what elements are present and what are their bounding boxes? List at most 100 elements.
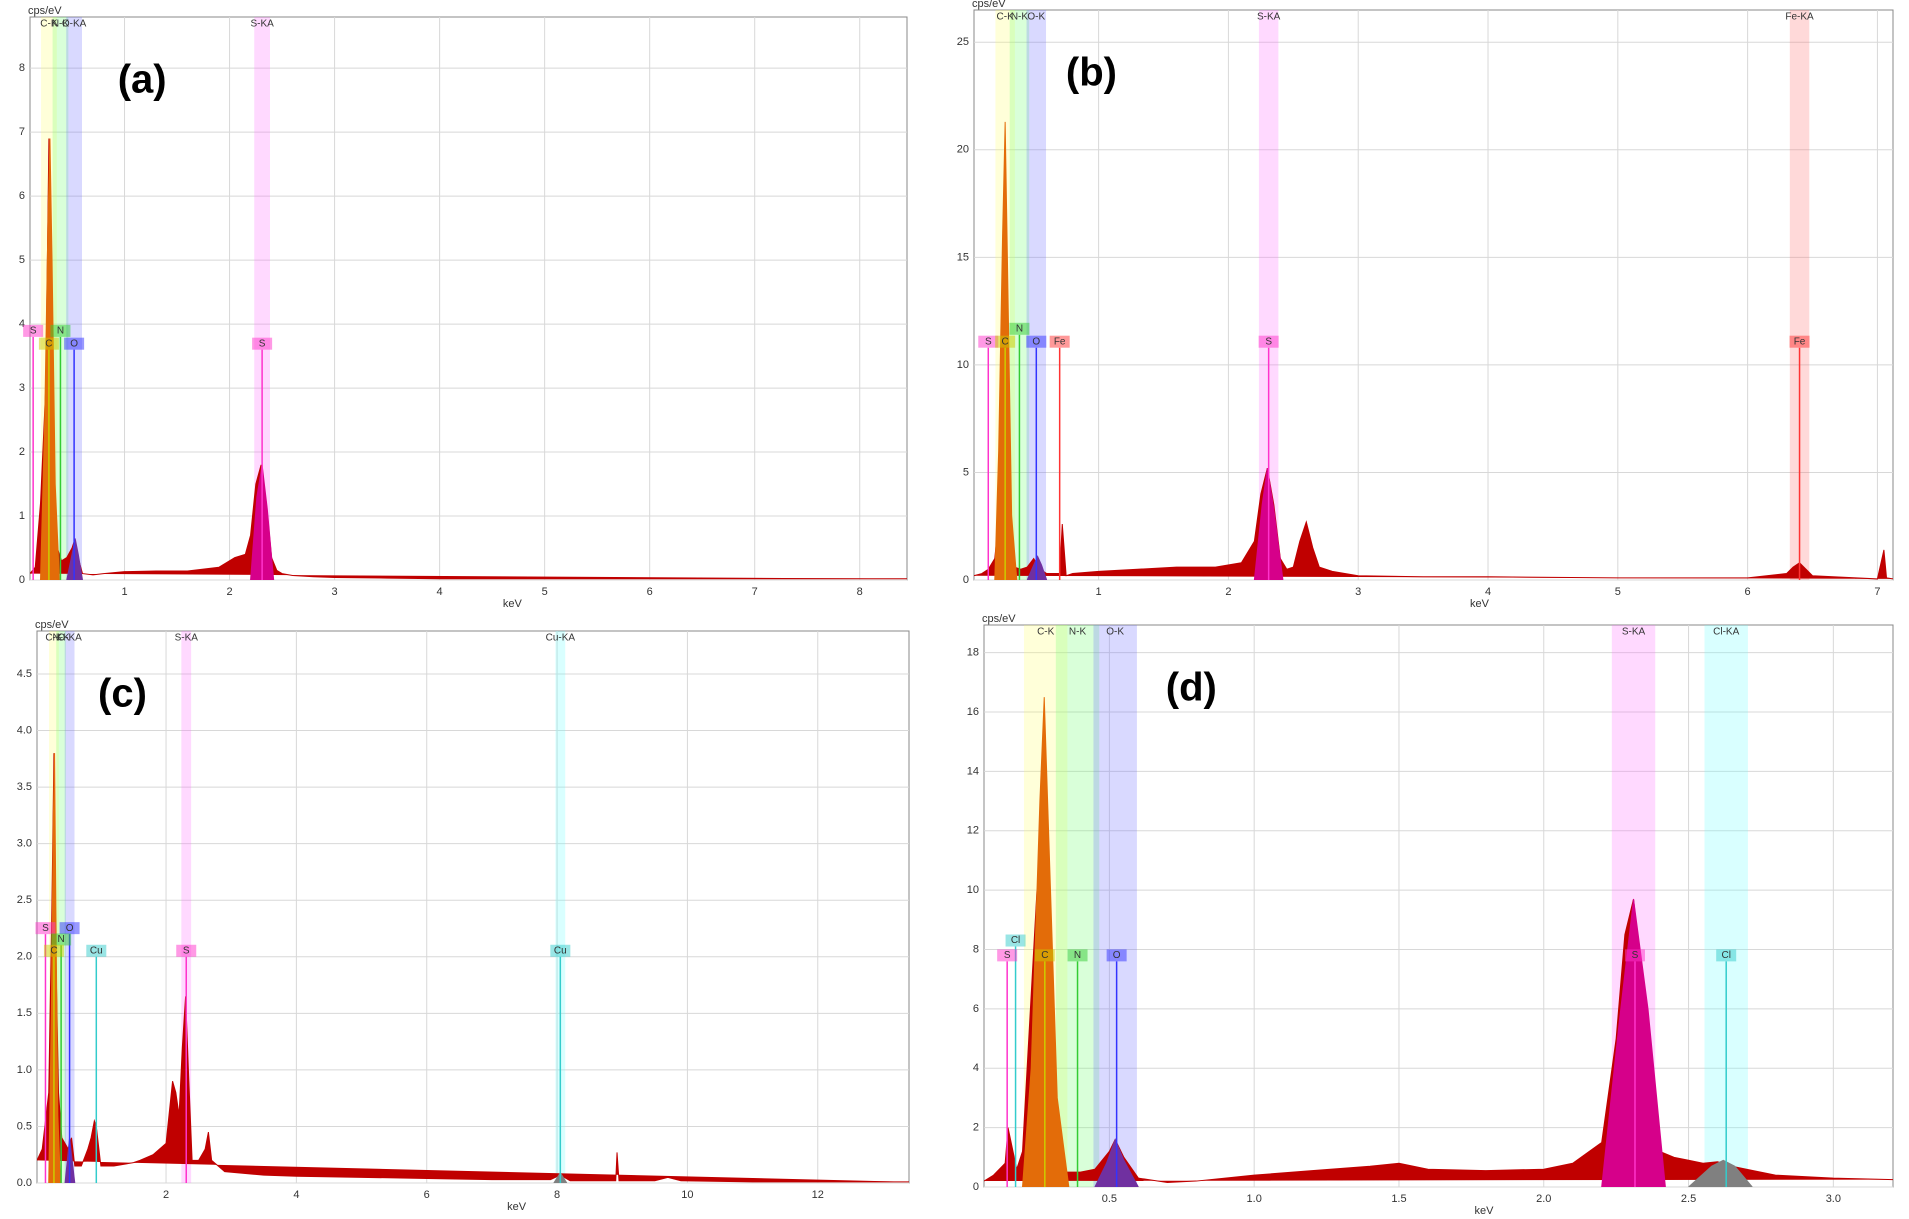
- marker-label: S: [985, 336, 992, 347]
- x-axis-label: keV: [1474, 1205, 1494, 1217]
- x-axis-label: keV: [507, 1201, 527, 1213]
- y-tick-label: 0.0: [17, 1177, 32, 1189]
- marker-box: [1067, 949, 1088, 962]
- marker-label: C: [1041, 950, 1048, 961]
- marker-box: [86, 944, 107, 957]
- marker-label: Cu: [554, 945, 567, 956]
- marker-box: [1258, 335, 1279, 348]
- marker-label: S: [1004, 950, 1011, 961]
- marker-box: [35, 922, 56, 935]
- y-tick-label: 8: [973, 943, 979, 955]
- marker-box: [1026, 335, 1047, 348]
- marker-label: C: [45, 338, 52, 349]
- y-tick-label: 16: [967, 706, 979, 718]
- band-label: S-KA: [1257, 12, 1281, 23]
- x-tick-label: 12: [812, 1189, 824, 1201]
- marker-box: [997, 949, 1018, 962]
- element-band: [1258, 10, 1279, 580]
- x-tick-label: 2: [163, 1189, 169, 1201]
- x-tick-label: 4: [437, 586, 443, 598]
- marker-box: [1034, 949, 1055, 962]
- y-axis-label: cps/eV: [982, 613, 1016, 625]
- marker-label: N: [57, 326, 64, 337]
- marker-label: Cu: [90, 945, 103, 956]
- y-tick-label: 1.0: [17, 1064, 32, 1076]
- y-axis-label: cps/eV: [35, 619, 69, 631]
- y-axis-label: cps/eV: [28, 5, 62, 17]
- marker-label: N: [1074, 950, 1081, 961]
- plot-area: [29, 16, 908, 581]
- marker-box: [978, 335, 999, 348]
- marker-box: [43, 944, 64, 957]
- x-tick-label: 4: [293, 1189, 299, 1201]
- band-label: S-KA: [1622, 627, 1646, 638]
- y-tick-label: 4: [19, 318, 25, 330]
- y-tick-label: 2: [19, 446, 25, 458]
- marker-box: [1005, 934, 1026, 947]
- marker-label: C: [1002, 336, 1009, 347]
- element-band: [66, 17, 82, 580]
- panel: 0 1 2 3 4 5 6 7 8 1 2 3 4 5 6 7 8 C-KN-KO-KA S-KA S NC O S (a) c…: [19, 5, 908, 610]
- x-tick-label: 6: [647, 586, 653, 598]
- y-axis-label: cps/eV: [972, 0, 1006, 10]
- x-axis-label: keV: [503, 598, 523, 610]
- element-band: [56, 631, 67, 1183]
- marker-box: [64, 337, 85, 350]
- y-tick-label: 4: [973, 1062, 979, 1074]
- x-tick-label: 8: [554, 1189, 560, 1201]
- plot-content: [974, 10, 1893, 580]
- y-tick-label: 6: [19, 190, 25, 202]
- band-label: O-KA: [62, 19, 87, 30]
- panel-title: (d): [1166, 666, 1217, 710]
- band-label: C-K: [997, 12, 1015, 23]
- marker-label: O: [70, 338, 78, 349]
- y-tick-label: 10: [957, 359, 969, 371]
- spectrum: [40, 138, 60, 580]
- band-label: N-K: [52, 633, 70, 644]
- x-tick-label: 3.0: [1826, 1193, 1841, 1205]
- x-tick-label: 2: [1225, 586, 1231, 598]
- spectrum: [1688, 1159, 1753, 1187]
- y-tick-label: 10: [967, 884, 979, 896]
- marker-label: S: [1265, 336, 1272, 347]
- y-tick-label: 15: [957, 251, 969, 263]
- marker-label: S: [259, 338, 266, 349]
- y-tick-label: 2.0: [17, 951, 32, 963]
- plot-area: [36, 630, 910, 1184]
- x-tick-label: 1.0: [1247, 1193, 1262, 1205]
- element-band: [1009, 10, 1030, 580]
- element-band: [1093, 625, 1137, 1187]
- x-tick-label: 3: [332, 586, 338, 598]
- x-tick-label: 1: [121, 586, 127, 598]
- element-band: [1026, 10, 1047, 580]
- band-label: C-K: [40, 19, 58, 30]
- band-label: O-KA: [57, 633, 82, 644]
- y-tick-label: 5: [19, 254, 25, 266]
- band-label: O-K: [1027, 12, 1045, 23]
- marker-box: [59, 922, 80, 935]
- marker-label: S: [1632, 950, 1639, 961]
- element-band: [1789, 10, 1810, 580]
- y-tick-label: 2: [973, 1122, 979, 1134]
- y-tick-label: 7: [19, 126, 25, 138]
- y-tick-label: 12: [967, 825, 979, 837]
- plot-content: [984, 625, 1893, 1187]
- element-band: [64, 631, 75, 1183]
- marker-box: [995, 335, 1016, 348]
- marker-label: S: [183, 945, 190, 956]
- band-label: N-K: [52, 19, 70, 30]
- band-label: Fe-KA: [1785, 12, 1814, 23]
- y-tick-label: 0: [19, 574, 25, 586]
- marker-label: S: [30, 326, 37, 337]
- marker-label: N: [57, 934, 64, 945]
- y-tick-label: 3: [19, 382, 25, 394]
- panel: 0.0 0.5 1.0 1.5 2.0 2.5 3.0 3.5 4.0 4.5 2 4 6 8 10 12 C-…: [17, 619, 910, 1213]
- y-tick-label: 4.0: [17, 724, 32, 736]
- band-label: C-K: [45, 633, 63, 644]
- x-tick-label: 4: [1485, 586, 1491, 598]
- x-tick-label: 3: [1355, 586, 1361, 598]
- marker-label: C: [50, 945, 57, 956]
- y-tick-label: 2.5: [17, 894, 32, 906]
